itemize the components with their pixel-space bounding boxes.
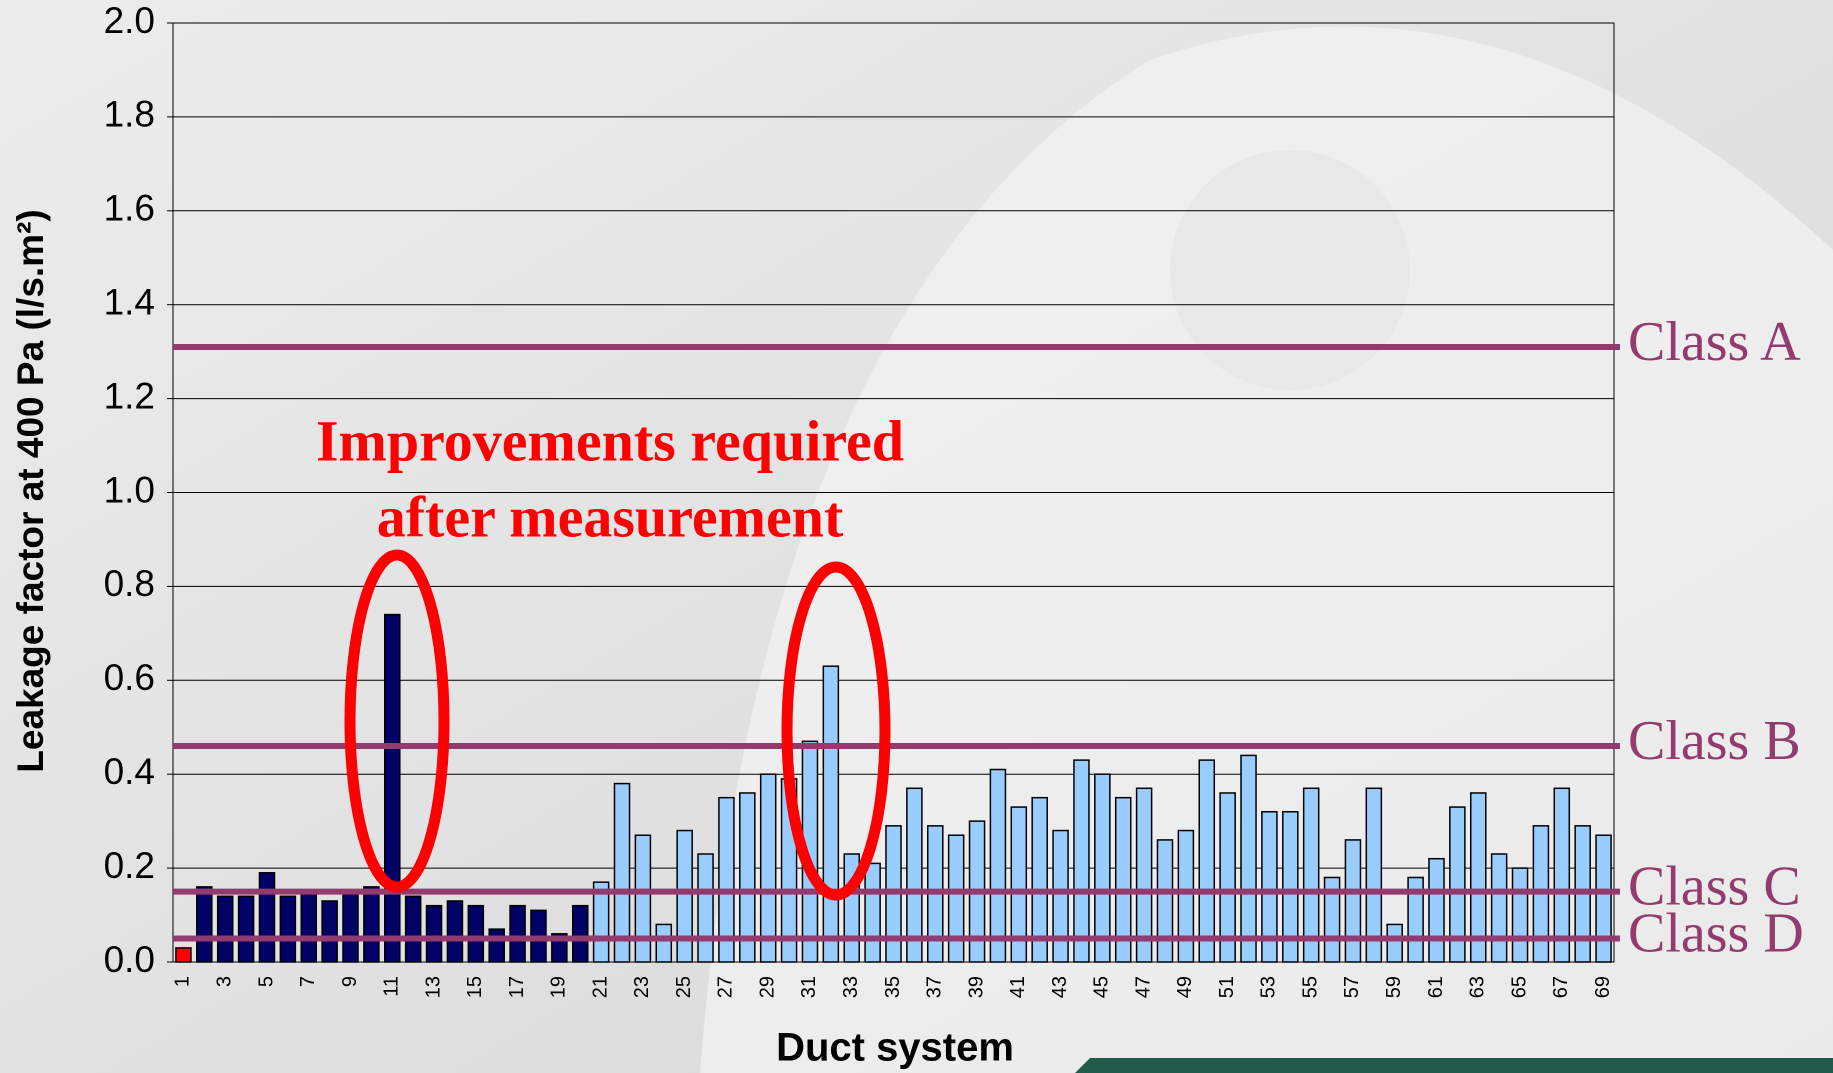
x-tick-label: 17 [506, 976, 528, 998]
x-tick-label: 3 [213, 976, 235, 987]
reference-label: Class D [1628, 902, 1804, 964]
x-tick-label: 13 [422, 976, 444, 998]
bar [197, 887, 212, 962]
y-tick-label: 1.6 [104, 188, 155, 229]
x-tick-label: 53 [1258, 976, 1280, 998]
x-tick-label: 5 [255, 976, 277, 987]
x-tick-label: 49 [1174, 976, 1196, 998]
x-tick-label: 9 [339, 976, 361, 987]
bar [176, 948, 191, 962]
x-axis-label: Duct system [776, 1026, 1014, 1070]
x-tick-label: 43 [1049, 976, 1071, 998]
bar [468, 906, 483, 962]
x-tick-label: 57 [1341, 976, 1363, 998]
y-tick-label: 0.4 [104, 751, 155, 792]
y-tick-label: 2.0 [104, 0, 155, 41]
bar [1178, 831, 1193, 962]
x-tick-label: 69 [1592, 976, 1614, 998]
x-tick-label: 59 [1383, 976, 1405, 998]
x-tick-label: 33 [840, 976, 862, 998]
bar [865, 863, 880, 962]
bar [1095, 774, 1110, 962]
x-tick-label: 47 [1132, 976, 1154, 998]
y-tick-label: 0.6 [104, 657, 155, 698]
x-tick-label: 41 [1007, 976, 1029, 998]
bar [510, 906, 525, 962]
bar [1492, 854, 1507, 962]
x-tick-label: 29 [756, 976, 778, 998]
y-tick-label: 1.8 [104, 94, 155, 135]
bar [614, 784, 629, 962]
bar [343, 892, 358, 962]
x-tick-label: 51 [1216, 976, 1238, 998]
x-tick-label: 19 [548, 976, 570, 998]
bar [301, 892, 316, 962]
bar [280, 896, 295, 962]
bar [385, 615, 400, 962]
x-tick-label: 67 [1550, 976, 1572, 998]
x-tick-label: 55 [1299, 976, 1321, 998]
bar [761, 774, 776, 962]
bar [1596, 835, 1611, 962]
x-tick-label: 1 [172, 976, 194, 987]
bar [1345, 840, 1360, 962]
bar [1513, 868, 1528, 962]
x-tick-label: 37 [924, 976, 946, 998]
chart: Leakage factor at 400 Pa (l/s.m²) Duct s… [0, 0, 1833, 1073]
x-tick-label: 27 [715, 976, 737, 998]
bar [1074, 760, 1089, 962]
bar [218, 896, 233, 962]
bar [1053, 831, 1068, 962]
bar [489, 929, 504, 962]
x-tick-label: 15 [464, 976, 486, 998]
annotation: Improvements required [316, 408, 904, 473]
bar [698, 854, 713, 962]
bar [677, 831, 692, 962]
bar [1157, 840, 1172, 962]
x-tick-label: 11 [381, 976, 403, 997]
footer-tab [1075, 1058, 1833, 1073]
bar [1429, 859, 1444, 962]
bar [990, 770, 1005, 962]
y-tick-label: 1.4 [104, 281, 155, 322]
bar [635, 835, 650, 962]
bar [322, 901, 337, 962]
x-tick-label: 39 [965, 976, 987, 998]
x-tick-label: 23 [631, 976, 653, 998]
x-tick-label: 61 [1425, 976, 1447, 998]
y-tick-label: 1.2 [104, 375, 155, 416]
x-tick-label: 21 [589, 976, 611, 998]
x-tick-label: 65 [1508, 976, 1530, 998]
x-tick-label: 31 [798, 976, 820, 998]
bar [259, 873, 274, 962]
background-shape [1170, 150, 1410, 390]
x-tick-label: 25 [673, 976, 695, 998]
reference-label: Class B [1628, 710, 1801, 772]
bar [447, 901, 462, 962]
y-tick-label: 0.2 [104, 845, 155, 886]
bar [406, 896, 421, 962]
bar [239, 896, 254, 962]
reference-label: Class A [1628, 311, 1801, 373]
y-tick-label: 0.0 [104, 939, 155, 980]
x-tick-label: 35 [882, 976, 904, 998]
bar [427, 906, 442, 962]
bar [823, 666, 838, 962]
x-tick-label: 7 [297, 976, 319, 987]
bar [573, 906, 588, 962]
y-tick-label: 0.8 [104, 563, 155, 604]
bar [1241, 755, 1256, 962]
bar [949, 835, 964, 962]
x-tick-label: 63 [1467, 976, 1489, 998]
bar [656, 924, 671, 962]
bar [1199, 760, 1214, 962]
bar [1387, 924, 1402, 962]
y-tick-label: 1.0 [104, 469, 155, 510]
bar [364, 887, 379, 962]
y-axis-label: Leakage factor at 400 Pa (l/s.m²) [10, 209, 51, 772]
x-tick-label: 45 [1091, 976, 1113, 998]
annotation: after measurement [377, 484, 844, 549]
